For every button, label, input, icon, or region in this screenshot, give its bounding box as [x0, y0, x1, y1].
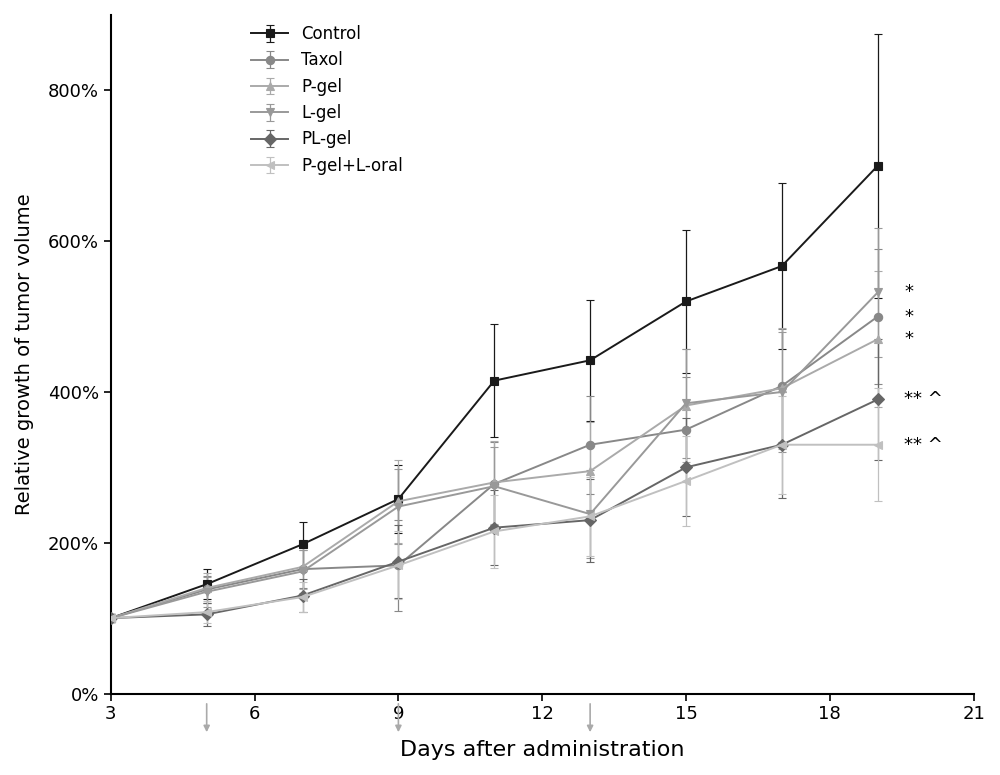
Text: ** ^: ** ^: [904, 436, 943, 453]
Text: ** ^: ** ^: [904, 391, 943, 408]
Text: *: *: [904, 284, 913, 301]
Text: *: *: [904, 308, 913, 326]
Text: *: *: [904, 330, 913, 348]
Y-axis label: Relative growth of tumor volume: Relative growth of tumor volume: [15, 194, 34, 515]
Legend: Control, Taxol, P-gel, L-gel, PL-gel, P-gel+L-oral: Control, Taxol, P-gel, L-gel, PL-gel, P-…: [245, 19, 410, 181]
X-axis label: Days after administration: Days after administration: [400, 740, 684, 760]
